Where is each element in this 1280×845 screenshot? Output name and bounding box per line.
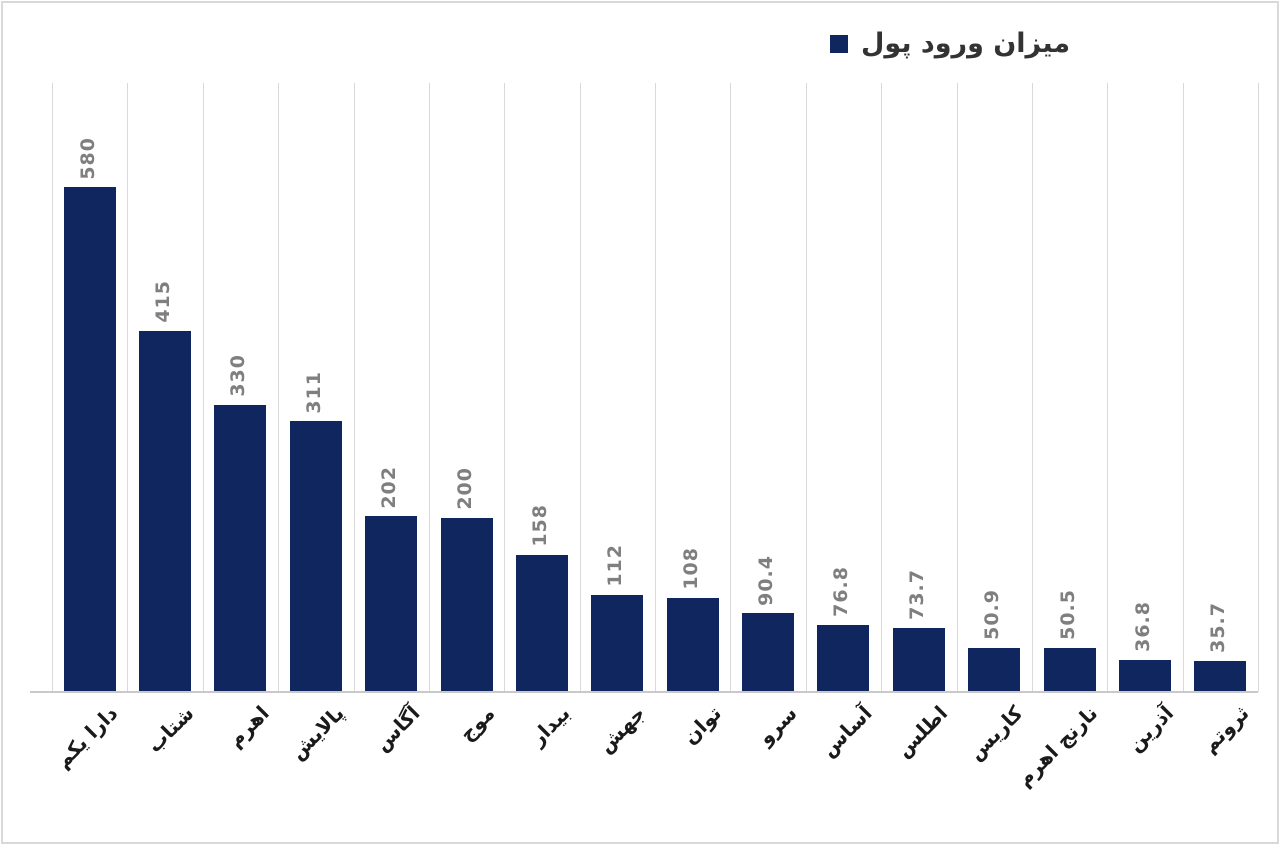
bar-value-label: 90.4	[755, 554, 778, 606]
x-axis-label: شتاب	[141, 701, 199, 758]
bar-موج	[440, 518, 493, 692]
x-axis-label: کاریس	[963, 701, 1028, 765]
x-axis-label: بیدار	[525, 701, 575, 751]
legend: میزان ورود پول	[830, 28, 1070, 59]
gridline	[1182, 83, 1184, 692]
gridline	[202, 83, 204, 692]
gridline	[579, 83, 581, 692]
bar-value-label: 330	[227, 354, 250, 397]
x-axis-label: سرو	[752, 701, 802, 750]
bar-اهرم	[214, 404, 267, 692]
gridline	[730, 83, 732, 692]
bar-value-label: 158	[528, 503, 551, 547]
x-axis-label: نارنج اهرم	[1012, 701, 1103, 791]
x-axis-label: اطلس	[890, 701, 952, 762]
x-axis-label: پالایش	[285, 701, 349, 765]
bar-دارا یکم	[63, 187, 116, 692]
bar-سرو	[742, 613, 795, 692]
gridline	[1107, 83, 1109, 692]
bar-value-label: 580	[76, 136, 99, 180]
bar-value-label: 76.8	[830, 566, 853, 618]
x-axis-label: آساس	[815, 701, 877, 762]
legend-color-swatch	[830, 34, 848, 53]
gridline	[504, 83, 506, 692]
x-axis-label: ثروتم	[1197, 701, 1254, 758]
x-axis-label: موج	[454, 701, 500, 746]
x-axis-label: آذرین	[1122, 701, 1178, 757]
x-axis-line	[30, 691, 1258, 693]
bar-پالایش	[289, 421, 342, 692]
bar-اطلس	[892, 627, 945, 692]
gridline	[52, 83, 53, 692]
bar-توان	[666, 598, 719, 692]
bar-کاریس	[968, 647, 1021, 692]
gridline	[278, 83, 280, 692]
bar-شتاب	[139, 330, 192, 692]
bar-جهش	[591, 594, 644, 692]
bar-value-label: 73.7	[905, 569, 928, 620]
x-axis-label: جهش	[593, 701, 651, 758]
gridline	[428, 83, 430, 692]
gridline	[956, 83, 958, 692]
x-axis-label: توان	[677, 701, 726, 750]
bar-value-label: 415	[152, 280, 175, 323]
bar-value-label: 311	[302, 370, 325, 414]
gridline	[127, 83, 129, 692]
bar-value-label: 202	[378, 465, 401, 509]
bar-آذرین	[1118, 660, 1171, 692]
bar-value-label: 35.7	[1207, 602, 1230, 653]
bar-value-label: 108	[679, 547, 702, 590]
gridline	[1031, 83, 1033, 692]
bar-بیدار	[515, 554, 568, 692]
bar-value-label: 200	[453, 467, 476, 510]
bar-آگاس	[365, 516, 418, 692]
plot-area: 580 415 330 311 202 200 158 112 108 90.4 76.8 73.7 5…	[52, 83, 1259, 692]
bar-value-label: 112	[604, 543, 627, 587]
gridline	[353, 83, 355, 692]
gridline	[881, 83, 883, 692]
bar-value-label: 50.5	[1056, 589, 1079, 641]
bar-آساس	[817, 625, 870, 692]
x-axis-label: اهرم	[222, 701, 274, 752]
bar-ثروتم	[1194, 660, 1247, 692]
bar-نارنج اهرم	[1043, 648, 1096, 692]
gridline	[655, 83, 656, 692]
gridline	[805, 83, 807, 692]
x-axis-label: آگاس	[369, 701, 425, 756]
x-axis-label: دارا یکم	[51, 701, 123, 773]
bar-value-label: 50.9	[981, 588, 1004, 640]
legend-label: میزان ورود پول	[861, 28, 1071, 59]
bar-value-label: 36.8	[1131, 601, 1154, 652]
gridline	[1258, 83, 1259, 692]
